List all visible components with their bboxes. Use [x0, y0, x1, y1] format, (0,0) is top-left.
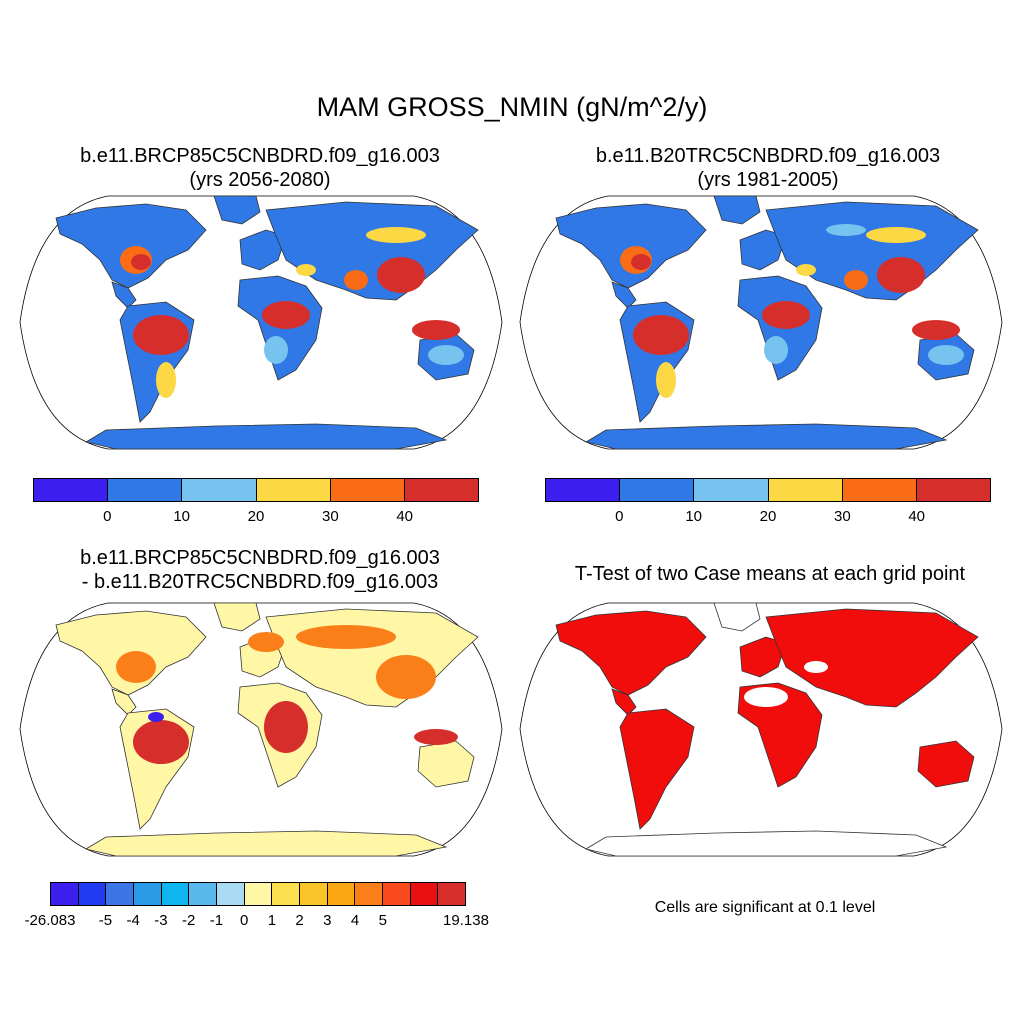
- colorbar-tick-label: 0: [615, 508, 624, 525]
- colorbar-swatch: [330, 479, 405, 501]
- colorbar-tick-label: 2: [295, 912, 304, 929]
- map-bottom-right: [519, 602, 1003, 857]
- colorbar-swatch: [404, 479, 479, 501]
- panel-title-line1: b.e11.BRCP85C5CNBDRD.f09_g16.003: [80, 547, 440, 569]
- colorbar-swatch: [256, 479, 331, 501]
- colorbar-swatch: [438, 883, 466, 905]
- figure-title: MAM GROSS_NMIN (gN/m^2/y): [316, 92, 708, 122]
- colorbar-tick-label: 20: [247, 508, 265, 525]
- colorbar-swatch: [78, 883, 107, 905]
- colorbar-swatch: [620, 479, 695, 501]
- colorbar-swatch: [768, 479, 843, 501]
- panel-title-top-left: b.e11.BRCP85C5CNBDRD.f09_g16.003 (yrs 20…: [30, 144, 490, 192]
- colorbar-tick-label: -5: [98, 912, 113, 929]
- colorbar-tick-label: 5: [378, 912, 387, 929]
- colorbar-top-right-labels: 0 10 20 30 40: [545, 508, 991, 528]
- colorbar-swatch: [106, 883, 135, 905]
- map-content: [19, 602, 503, 857]
- colorbar-tick-label: 30: [833, 508, 851, 525]
- colorbar-swatch: [916, 479, 991, 501]
- map-bottom-left: [19, 602, 503, 857]
- colorbar-swatch: [182, 479, 257, 501]
- panel-title-line1: b.e11.B20TRC5CNBDRD.f09_g16.003: [595, 145, 941, 167]
- colorbar-tick-label: -26.083: [24, 912, 76, 929]
- colorbar-swatch: [300, 883, 328, 905]
- colorbar-tick-label: 20: [759, 508, 777, 525]
- panel-title-top-right: b.e11.B20TRC5CNBDRD.f09_g16.003 (yrs 198…: [538, 144, 998, 192]
- colorbar-tick-label: 40: [908, 508, 925, 525]
- colorbar-tick-label: 4: [350, 912, 360, 929]
- colorbar-tick-label: -2: [181, 912, 196, 929]
- colorbar-tick-label: -4: [126, 912, 140, 929]
- colorbar-tick-label: 10: [173, 508, 190, 525]
- colorbar-swatch: [34, 479, 109, 501]
- map-top-left: [19, 195, 503, 450]
- colorbar-tick-label: -1: [209, 912, 224, 929]
- colorbar-swatch: [217, 883, 245, 905]
- colorbar-swatch: [410, 883, 439, 905]
- colorbar-bottom-left: [50, 882, 466, 906]
- colorbar-swatch: [161, 883, 190, 905]
- colorbar-top-right: [545, 478, 991, 502]
- colorbar-tick-label: 0: [103, 508, 112, 525]
- map-top-right: [519, 195, 1003, 450]
- map-content: [519, 602, 1003, 857]
- colorbar-tick-label: 10: [685, 508, 702, 525]
- colorbar-tick-label: 40: [396, 508, 413, 525]
- colorbar-swatch: [546, 479, 621, 501]
- colorbar-tick-label: 0: [239, 912, 249, 929]
- colorbar-tick-label: -3: [154, 912, 168, 929]
- colorbar-tick-label: 19.138: [443, 912, 489, 929]
- colorbar-swatch: [134, 883, 162, 905]
- colorbar-tick-label: 30: [321, 508, 339, 525]
- colorbar-swatch: [108, 479, 183, 501]
- colorbar-swatch: [694, 479, 769, 501]
- panel-title-line2: (yrs 2056-2080): [189, 169, 331, 191]
- colorbar-swatch: [842, 479, 917, 501]
- panel-title-line2: (yrs 1981-2005): [697, 169, 839, 191]
- colorbar-swatch: [383, 883, 411, 905]
- panel-title-bottom-left: b.e11.BRCP85C5CNBDRD.f09_g16.003 - b.e11…: [30, 546, 490, 594]
- colorbar-top-left: [33, 478, 479, 502]
- colorbar-swatch: [244, 883, 273, 905]
- colorbar-swatch: [51, 883, 79, 905]
- significance-note: Cells are significant at 0.1 level: [654, 899, 876, 916]
- colorbar-top-left-labels: 0 10 20 30 40: [33, 508, 479, 528]
- colorbar-swatch: [272, 883, 301, 905]
- colorbar-swatch: [327, 883, 356, 905]
- colorbar-swatch: [189, 883, 218, 905]
- panel-title-bottom-right: T-Test of two Case means at each grid po…: [574, 563, 966, 585]
- colorbar-tick-label: 3: [323, 912, 332, 929]
- colorbar-bottom-left-labels: -26.083 -5 -4 -3 -2 -1 0 1 2 3 4 5 19.138: [25, 912, 489, 932]
- colorbar-swatch: [355, 883, 384, 905]
- map-content: [519, 195, 1003, 450]
- colorbar-tick-label: 1: [267, 912, 277, 929]
- panel-title-line2: - b.e11.B20TRC5CNBDRD.f09_g16.003: [81, 571, 439, 593]
- panel-title-line1: b.e11.BRCP85C5CNBDRD.f09_g16.003: [80, 145, 440, 167]
- map-content: [19, 195, 503, 450]
